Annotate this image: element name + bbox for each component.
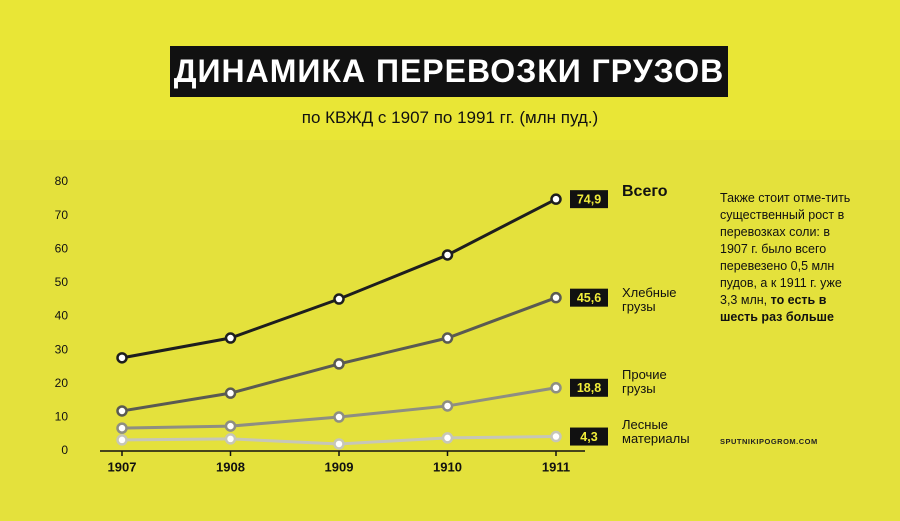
chart-title: ДИНАМИКА ПЕРЕВОЗКИ ГРУЗОВ	[170, 46, 728, 97]
background-band	[0, 140, 900, 521]
value-label-box	[570, 427, 608, 446]
data-point	[224, 387, 237, 399]
data-point	[333, 358, 345, 370]
value-label: 45,6	[577, 291, 601, 305]
data-point	[333, 293, 345, 305]
legend-label: Лесные материалы	[622, 417, 690, 446]
y-tick-label: 20	[55, 376, 69, 390]
x-tick-label: 1909	[325, 459, 354, 474]
data-point	[441, 332, 454, 344]
source: SPUTNIKIPOGROM.COM	[720, 437, 818, 446]
y-tick-label: 0	[61, 443, 68, 457]
value-label: 4,3	[580, 430, 597, 444]
legend-label: Всего	[622, 183, 668, 200]
value-label: 74,9	[577, 192, 601, 206]
data-point	[224, 433, 237, 445]
y-tick-label: 60	[55, 241, 69, 255]
data-point	[550, 430, 562, 443]
data-point	[550, 382, 562, 394]
y-tick-label: 30	[55, 342, 69, 356]
data-point	[224, 332, 237, 344]
data-point	[116, 434, 128, 446]
y-tick-label: 10	[55, 410, 69, 424]
data-point	[116, 352, 128, 364]
x-tick-label: 1907	[108, 459, 137, 474]
data-point	[224, 420, 237, 432]
data-point	[441, 249, 454, 261]
x-tick-label: 1911	[542, 459, 570, 474]
value-label-box	[570, 378, 608, 397]
y-tick-label: 50	[55, 275, 69, 289]
legend-label: Хлебные грузы	[622, 285, 677, 314]
data-point	[550, 291, 562, 304]
data-point	[333, 411, 345, 423]
data-point	[550, 193, 562, 205]
y-tick-label: 40	[55, 309, 69, 323]
chart-subtitle: по КВЖД с 1907 по 1991 гг. (млн пуд.)	[301, 108, 599, 127]
value-label-box	[570, 190, 608, 209]
data-point	[116, 422, 128, 434]
annotation-bold: то есть в шесть раз больше	[720, 293, 834, 324]
annotation: Также стоит отме-тить существенный рост …	[720, 190, 860, 326]
value-label: 18,8	[577, 381, 601, 395]
x-tick-label: 1908	[216, 459, 245, 474]
annotation-text: Также стоит отме-тить существенный рост …	[720, 191, 851, 307]
value-label-box	[570, 288, 608, 307]
legend-label: Прочие грузы	[622, 367, 667, 396]
y-tick-label: 80	[55, 174, 69, 188]
y-tick-label: 70	[55, 208, 69, 222]
data-point	[441, 400, 454, 412]
data-point	[116, 405, 128, 417]
data-point	[333, 438, 345, 450]
data-point	[441, 432, 454, 444]
x-tick-label: 1910	[433, 459, 462, 474]
